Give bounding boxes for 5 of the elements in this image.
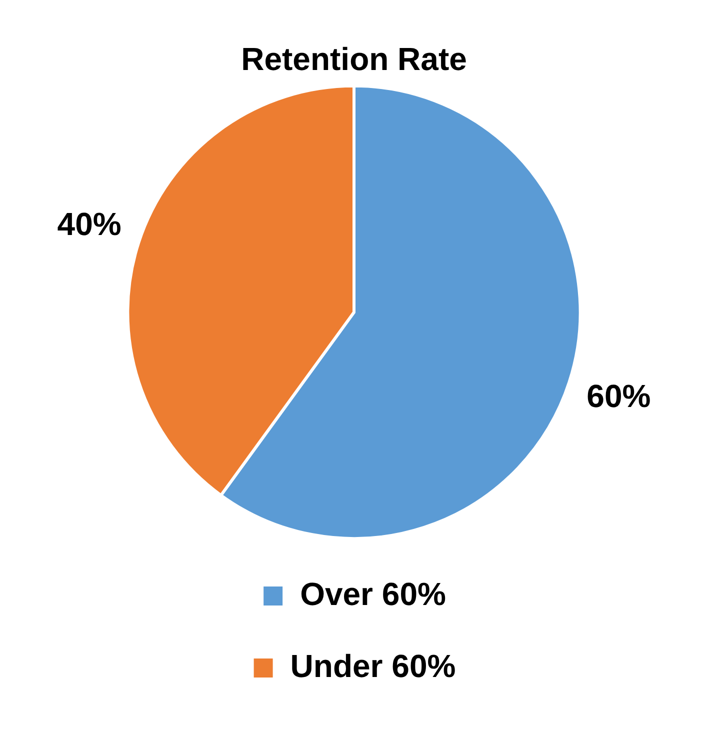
legend-label: Under 60% (290, 648, 456, 684)
chart-title: Retention Rate (241, 41, 467, 78)
data-label: 40% (57, 206, 122, 242)
legend-label: Over 60% (300, 576, 446, 612)
data-label: 60% (586, 378, 651, 414)
